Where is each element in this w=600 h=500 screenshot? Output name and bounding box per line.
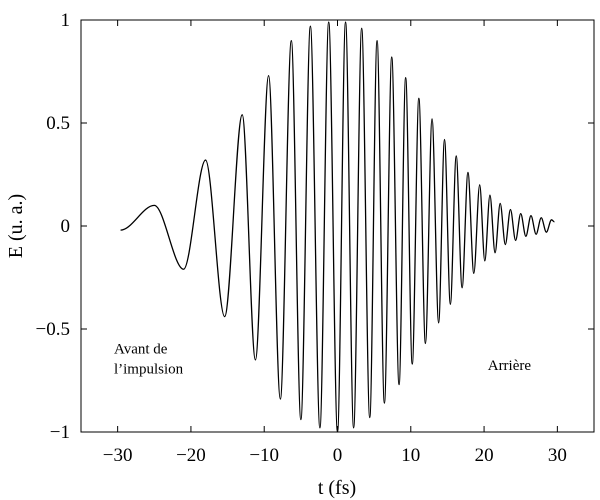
y-tick-label: 0.5 xyxy=(46,113,70,134)
annotation-text: Arrière xyxy=(488,358,532,374)
x-tick-label: −10 xyxy=(249,445,279,466)
x-tick-label: 30 xyxy=(548,445,567,466)
y-tick-label: 1 xyxy=(61,10,71,31)
x-tick-label: −20 xyxy=(176,445,206,466)
y-tick-label: −0.5 xyxy=(36,319,70,340)
annotation-text: l’impulsion xyxy=(114,362,184,378)
x-tick-label: 20 xyxy=(475,445,494,466)
x-tick-label: −30 xyxy=(103,445,133,466)
annotation-text: Avant de xyxy=(114,342,168,358)
x-axis-label: t (fs) xyxy=(318,477,356,499)
y-axis-label: E (u. a.) xyxy=(5,194,27,258)
y-tick-label: −1 xyxy=(50,422,70,443)
x-tick-label: 0 xyxy=(333,445,343,466)
axis-tick-labels: −30 −20 −10 0 10 20 30 −1 −0.5 0 0.5 1 xyxy=(36,10,567,466)
y-tick-label: 0 xyxy=(61,216,71,237)
annotations: Avant de l’impulsion Arrière xyxy=(114,342,531,378)
x-tick-label: 10 xyxy=(401,445,420,466)
series-line xyxy=(120,21,555,433)
axis-ticks xyxy=(81,19,594,433)
